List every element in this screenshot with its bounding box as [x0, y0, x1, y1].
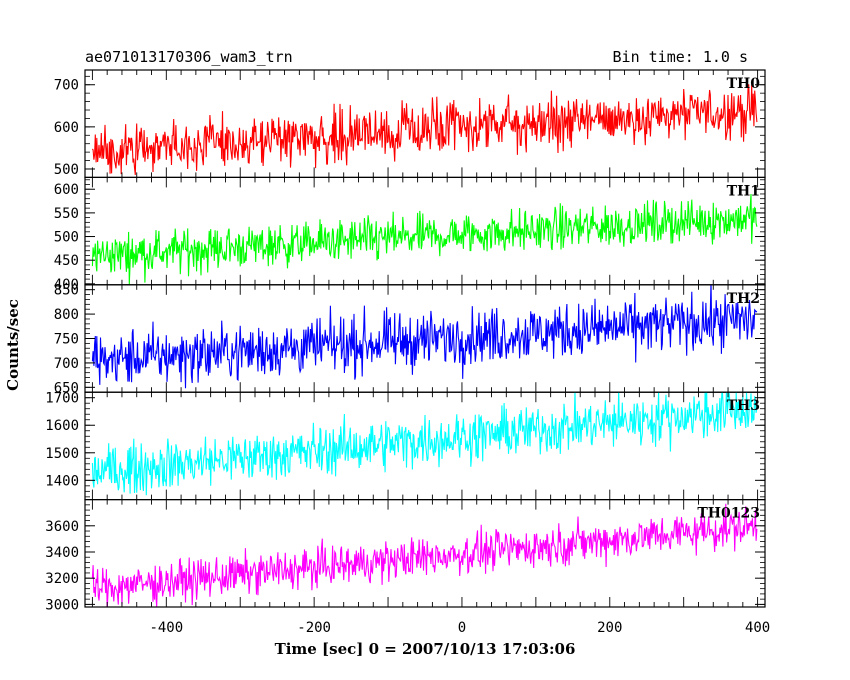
panel-label: TH0123: [697, 506, 760, 522]
panel-th0123: 3000 3200 3400 3600 TH0123: [45, 499, 766, 613]
panel-th2: 650 700 750 800 850 TH2: [54, 283, 766, 396]
y-tick-label: 400: [54, 277, 79, 293]
y-tick-label: 450: [54, 253, 79, 269]
panel-label: TH1: [727, 183, 760, 199]
panel-label: TH0: [727, 76, 761, 92]
y-tick-label: 1600: [45, 418, 79, 434]
y-tick-label: 1400: [45, 473, 79, 489]
panel-th0: 500 600 700 TH0: [54, 69, 766, 179]
x-tick-labels: -400 -200 0 200 400: [149, 620, 770, 636]
y-tick-label: 1700: [45, 391, 79, 407]
y-tick-label: 1500: [45, 446, 79, 462]
x-tick-label: 0: [458, 620, 466, 636]
y-tick-label: 850: [54, 283, 79, 299]
x-tick-label: 200: [597, 620, 622, 636]
series-line-th0: [91, 84, 758, 175]
x-tick-label: 400: [745, 620, 770, 636]
panel-th3: 1400 1500 1600 1700 TH3: [45, 391, 766, 501]
y-tick-label: 550: [54, 206, 79, 222]
y-tick-label: 750: [54, 332, 79, 348]
series-line-th0123: [91, 503, 758, 608]
panel-th1: 400 450 500 550 600 TH1: [54, 176, 766, 293]
y-tick-label: 500: [54, 162, 79, 178]
y-tick-label: 650: [54, 380, 79, 396]
file-name-title: ae071013170306_wam3_trn: [85, 48, 293, 66]
panel-frame: [84, 499, 766, 608]
y-tick-label: 3600: [45, 519, 79, 535]
y-tick-label: 800: [54, 307, 79, 323]
x-tick-label: -400: [149, 620, 183, 636]
y-tick-label: 600: [54, 182, 79, 198]
x-tick-label: -200: [297, 620, 331, 636]
y-tick-label: 3200: [45, 571, 79, 587]
y-tick-label: 3400: [45, 545, 79, 561]
panel-label: TH3: [727, 398, 760, 414]
y-tick-label: 3000: [45, 597, 79, 613]
y-tick-label: 600: [54, 120, 79, 136]
series-line-th1: [91, 193, 758, 285]
y-axis-title: Counts/sec: [4, 299, 22, 391]
y-tick-label: 700: [54, 78, 79, 94]
series-line-th3: [91, 392, 758, 496]
panel-stack: 500 600 700 TH0 400 450 500 550 600 TH1 650 700 750 8…: [45, 69, 766, 613]
panel-label: TH2: [727, 291, 760, 307]
bin-time-label: Bin time: 1.0 s: [613, 48, 748, 66]
y-tick-label: 700: [54, 356, 79, 372]
y-tick-label: 500: [54, 230, 79, 246]
series-line-th2: [91, 284, 758, 389]
x-axis-title: Time [sec] 0 = 2007/10/13 17:03:06: [275, 640, 576, 658]
